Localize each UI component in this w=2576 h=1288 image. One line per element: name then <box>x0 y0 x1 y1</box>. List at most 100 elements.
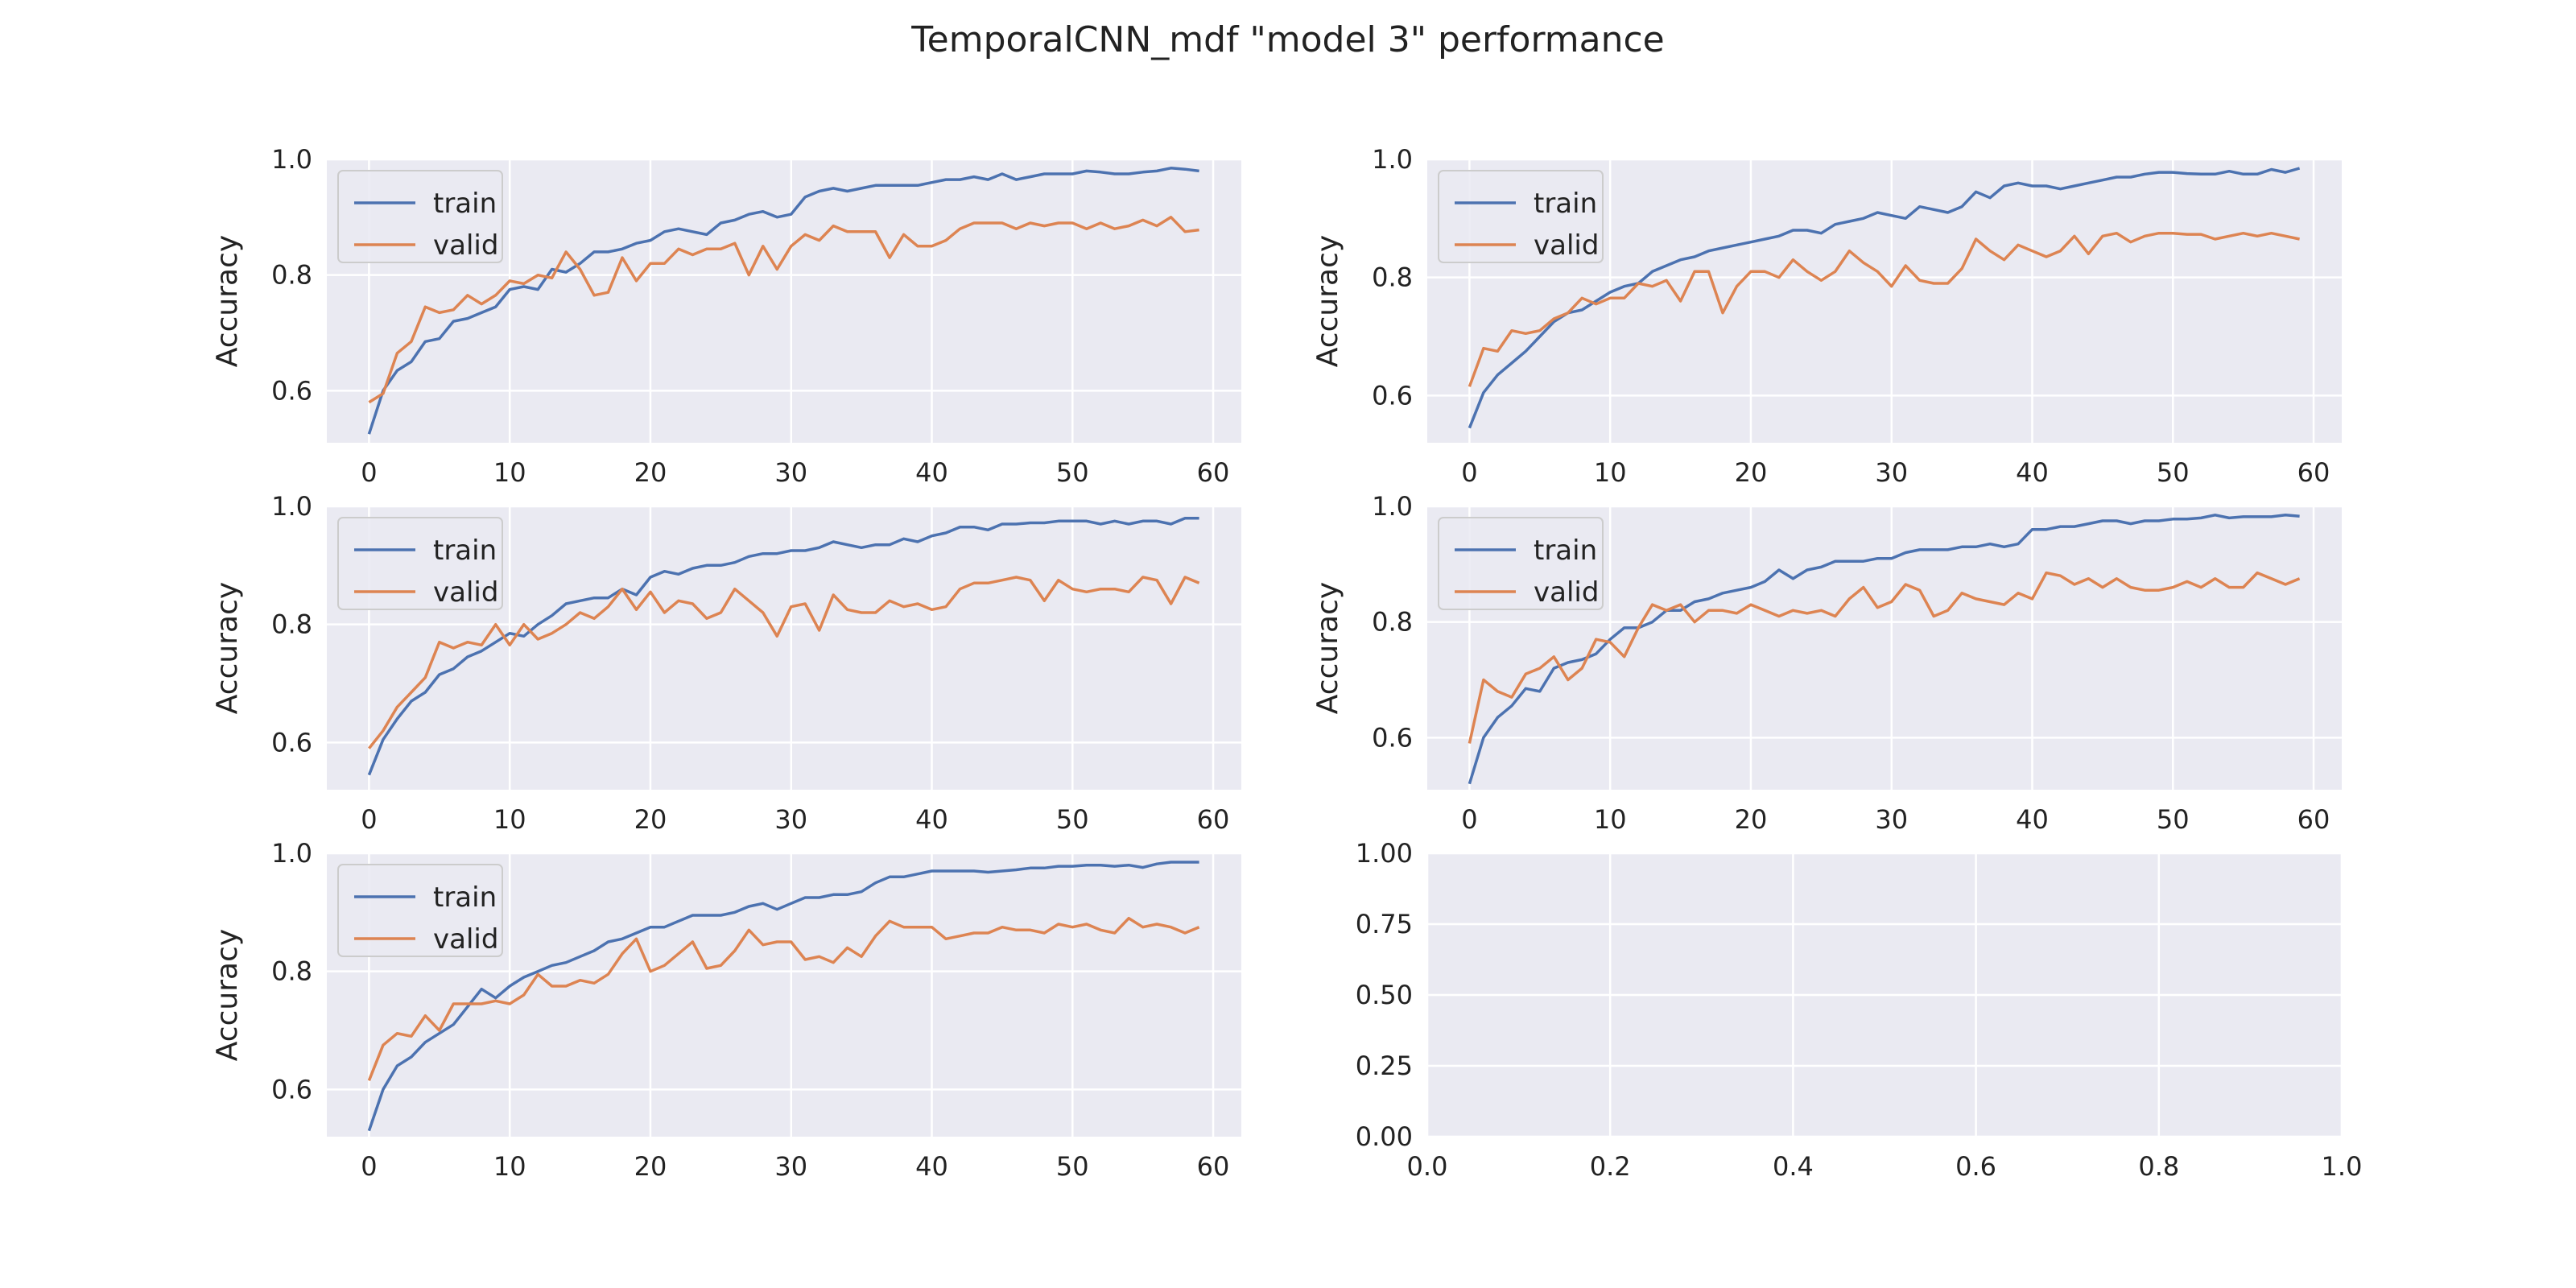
x-tick-label: 30 <box>774 804 807 835</box>
x-tick-label: 0 <box>361 1151 377 1182</box>
x-tick-label: 10 <box>493 1151 526 1182</box>
legend-label-train: train <box>1534 188 1597 220</box>
y-tick-label: 1.0 <box>271 491 312 522</box>
x-tick-label: 60 <box>1197 804 1230 835</box>
subplot-5: 0 10 20 30 40 50 60 0.6 0.8 1.0 Accuracy train valid <box>211 838 1241 1182</box>
legend-label-valid: valid <box>1534 576 1599 609</box>
x-tick-label: 30 <box>774 1151 807 1182</box>
y-axis-label: Accuracy <box>211 235 244 367</box>
x-tick-label: 10 <box>1594 804 1627 835</box>
legend: train valid <box>337 864 503 957</box>
legend-box <box>337 517 503 610</box>
series-line-valid <box>368 576 1200 749</box>
x-tick-label: 20 <box>1735 804 1768 835</box>
x-tick-label: 50 <box>2157 804 2190 835</box>
x-tick-label: 60 <box>1197 1151 1230 1182</box>
x-tick-label: 50 <box>1056 457 1089 488</box>
subplot-3: 0 10 20 30 40 50 60 0.6 0.8 1.0 Accuracy train valid <box>211 491 1241 835</box>
legend-box <box>337 170 503 263</box>
series-line-train <box>1468 167 2301 429</box>
legend-box <box>1438 517 1604 610</box>
x-tick-label: 50 <box>1056 1151 1089 1182</box>
series-line-train <box>367 861 1199 1132</box>
legend-label-train: train <box>433 535 497 567</box>
y-tick-label: 0.00 <box>1356 1121 1413 1152</box>
x-tick-label: 0 <box>1461 457 1477 488</box>
x-tick-label: 40 <box>2016 804 2049 835</box>
legend-label-train: train <box>433 881 497 914</box>
legend: train valid <box>1438 170 1604 263</box>
x-tick-label: 0.4 <box>1773 1151 1814 1182</box>
y-tick-label: 0.50 <box>1356 980 1413 1010</box>
y-tick-label: 0.75 <box>1356 909 1413 939</box>
series-line-train <box>367 516 1199 776</box>
x-tick-label: 50 <box>1056 804 1089 835</box>
x-tick-label: 0.0 <box>1407 1151 1448 1182</box>
y-axis-label: Accuracy <box>1311 235 1344 367</box>
y-tick-label: 1.00 <box>1356 838 1413 869</box>
x-tick-label: 10 <box>1594 457 1627 488</box>
y-axis-label: Accuracy <box>1311 582 1344 714</box>
x-tick-label: 60 <box>2297 804 2330 835</box>
x-tick-label: 20 <box>634 1151 667 1182</box>
legend: train valid <box>337 170 503 263</box>
x-tick-label: 40 <box>915 1151 948 1182</box>
x-tick-label: 40 <box>915 804 948 835</box>
x-tick-label: 60 <box>2297 457 2330 488</box>
x-tick-label: 0.6 <box>1955 1151 1996 1182</box>
y-tick-label: 1.0 <box>1372 491 1413 522</box>
x-tick-label: 40 <box>2016 457 2049 488</box>
legend-box <box>337 864 503 957</box>
y-tick-label: 0.8 <box>271 956 312 987</box>
y-tick-label: 1.0 <box>271 144 312 175</box>
y-tick-label: 0.6 <box>271 1074 312 1104</box>
x-tick-label: 0 <box>361 804 377 835</box>
series-line-valid <box>368 216 1199 404</box>
y-tick-label: 0.6 <box>271 727 312 758</box>
x-tick-label: 30 <box>774 457 807 488</box>
y-axis-label: Accuracy <box>211 929 244 1061</box>
legend-label-train: train <box>1534 535 1597 567</box>
y-tick-label: 1.0 <box>271 838 312 869</box>
series-line-valid <box>1468 571 2301 744</box>
series-line-valid <box>367 916 1200 1081</box>
subplot-2: 0 10 20 30 40 50 60 0.6 0.8 1.0 Accuracy train valid <box>1311 144 2342 488</box>
legend: train valid <box>337 517 503 610</box>
series-line-train <box>367 167 1199 435</box>
legend-label-valid: valid <box>433 229 498 262</box>
x-tick-label: 0 <box>361 457 377 488</box>
x-tick-label: 30 <box>1875 457 1908 488</box>
legend-label-train: train <box>433 188 497 220</box>
series-line-valid <box>1468 231 2300 387</box>
x-tick-label: 20 <box>634 457 667 488</box>
x-tick-label: 60 <box>1197 457 1230 488</box>
x-tick-label: 40 <box>915 457 948 488</box>
x-tick-label: 0 <box>1461 804 1477 835</box>
y-tick-label: 0.6 <box>1372 722 1413 753</box>
legend-label-valid: valid <box>433 576 498 609</box>
x-tick-label: 20 <box>634 804 667 835</box>
legend: train valid <box>1438 517 1604 610</box>
y-tick-label: 1.0 <box>1372 144 1413 175</box>
subplot-1: 0 10 20 30 40 50 60 0.6 0.8 1.0 Accuracy train valid <box>211 144 1241 488</box>
subplot-6: 0.0 0.2 0.4 0.6 0.8 1.0 0.00 0.25 0.50 0.75 1.00 <box>1356 838 2363 1182</box>
x-tick-label: 20 <box>1735 457 1768 488</box>
legend-label-valid: valid <box>433 923 498 956</box>
y-tick-label: 0.6 <box>1372 380 1413 411</box>
figure-title: TemporalCNN_mdf "model 3" performance <box>910 19 1665 60</box>
x-tick-label: 30 <box>1875 804 1908 835</box>
x-tick-label: 0.8 <box>2138 1151 2179 1182</box>
y-tick-label: 0.6 <box>271 375 312 406</box>
subplot-grid: 0 10 20 30 40 50 60 0.6 0.8 1.0 Accuracy train valid… <box>211 144 2362 1182</box>
subplot-4: 0 10 20 30 40 50 60 0.6 0.8 1.0 Accuracy train valid <box>1311 491 2342 835</box>
y-tick-label: 0.8 <box>271 260 312 291</box>
legend-label-valid: valid <box>1534 229 1599 262</box>
x-tick-label: 0.2 <box>1590 1151 1631 1182</box>
x-tick-label: 1.0 <box>2322 1151 2363 1182</box>
y-tick-label: 0.25 <box>1356 1051 1413 1081</box>
legend-box <box>1438 170 1604 263</box>
y-axis-label: Accuracy <box>211 582 244 714</box>
y-tick-label: 0.8 <box>1372 262 1413 293</box>
x-tick-label: 10 <box>493 457 526 488</box>
